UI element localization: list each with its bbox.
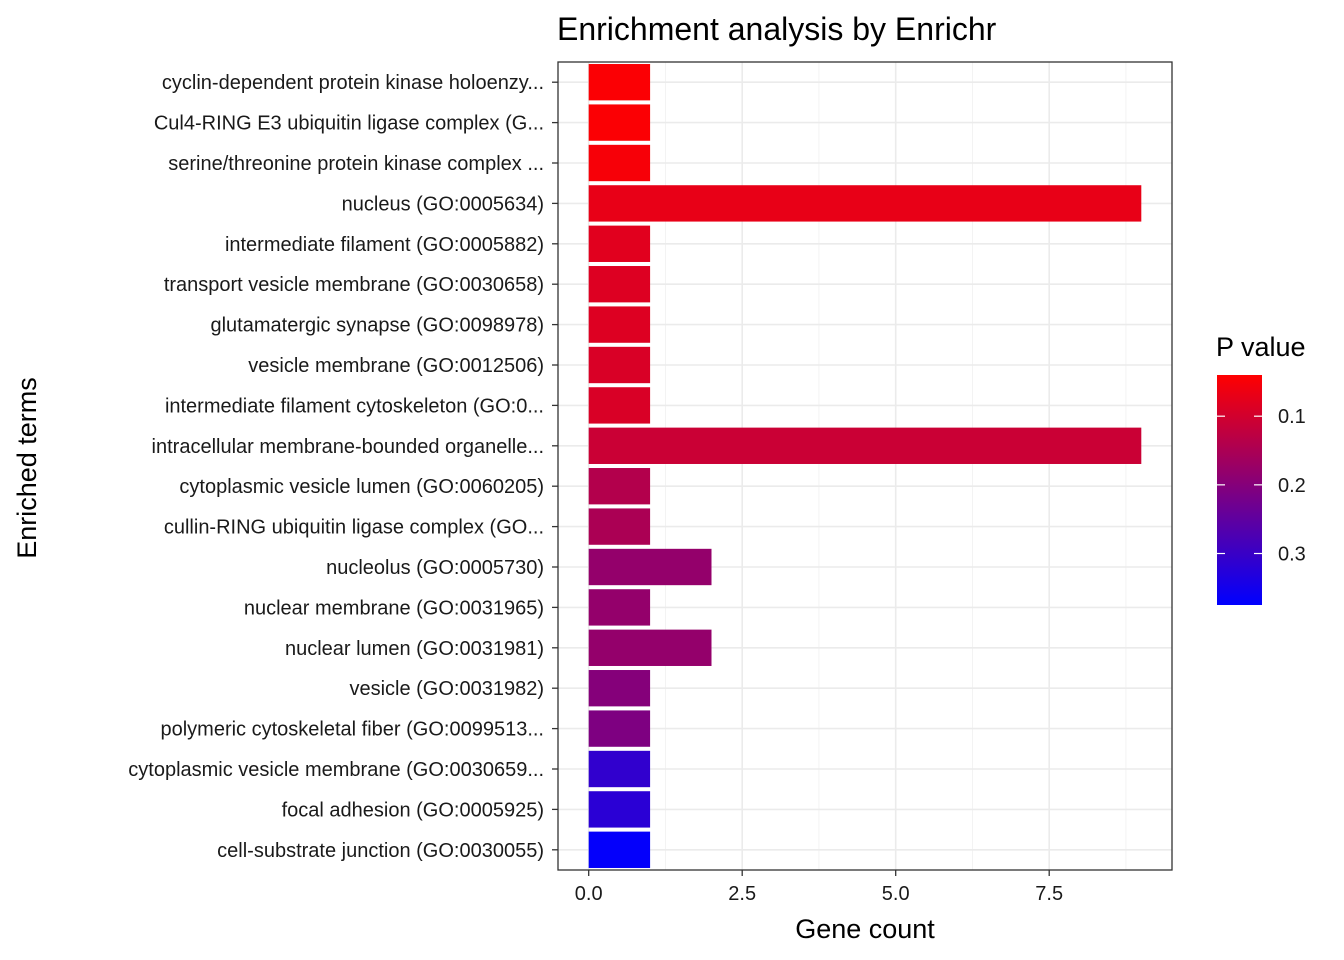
legend-colorbar — [1217, 375, 1262, 605]
bar — [588, 185, 1142, 222]
y-tick-label: intermediate filament cytoskeleton (GO:0… — [165, 395, 544, 417]
x-axis-title: Gene count — [795, 914, 935, 944]
x-tick-label: 0.0 — [575, 883, 603, 905]
bar — [588, 306, 651, 343]
y-tick-label: serine/threonine protein kinase complex … — [168, 153, 544, 175]
bar — [588, 346, 651, 384]
legend-tick-label: 0.1 — [1278, 406, 1306, 428]
bar — [588, 831, 651, 868]
legend-ticks: 0.1 0.2 0.3 — [1217, 406, 1306, 566]
y-tick-label: cyclin-dependent protein kinase holoenzy… — [162, 72, 544, 94]
y-tick-label: intermediate filament (GO:0005882) — [225, 234, 544, 256]
bar — [588, 629, 712, 666]
y-tick-label: nuclear lumen (GO:0031981) — [285, 638, 544, 660]
legend-tick-label: 0.3 — [1278, 544, 1306, 566]
bar — [588, 508, 651, 545]
bar — [588, 548, 712, 586]
bar — [588, 104, 651, 141]
bar — [588, 144, 651, 182]
y-tick-label: cullin-RING ubiquitin ligase complex (GO… — [164, 517, 544, 539]
bar — [588, 791, 651, 828]
y-tick-label: transport vesicle membrane (GO:0030658) — [164, 274, 544, 296]
y-tick-label: focal adhesion (GO:0005925) — [282, 799, 544, 821]
x-tick-label: 7.5 — [1035, 883, 1063, 905]
bar — [588, 427, 1142, 464]
y-axis: cyclin-dependent protein kinase holoenzy… — [128, 72, 558, 862]
y-tick-label: cytoplasmic vesicle lumen (GO:0060205) — [179, 476, 544, 498]
y-tick-label: glutamatergic synapse (GO:0098978) — [210, 315, 544, 337]
bar — [588, 670, 651, 707]
y-tick-label: nucleus (GO:0005634) — [342, 193, 544, 215]
bars-group — [588, 64, 1142, 868]
x-axis: 0.0 2.5 5.0 7.5 — [575, 870, 1063, 905]
legend-tick-label: 0.2 — [1278, 475, 1306, 497]
y-tick-label: vesicle membrane (GO:0012506) — [248, 355, 544, 377]
y-tick-label: intracellular membrane-bounded organelle… — [152, 436, 544, 458]
y-tick-label: polymeric cytoskeletal fiber (GO:0099513… — [160, 719, 544, 741]
chart-title: Enrichment analysis by Enrichr — [557, 11, 997, 47]
y-axis-title: Enriched terms — [12, 377, 42, 559]
legend-title: P value — [1216, 332, 1306, 362]
bar — [588, 225, 651, 262]
x-tick-label: 2.5 — [728, 883, 756, 905]
x-tick-label: 5.0 — [882, 883, 910, 905]
bar — [588, 64, 651, 101]
y-tick-label: cytoplasmic vesicle membrane (GO:0030659… — [128, 759, 544, 781]
plot-border — [557, 61, 1173, 871]
bar — [588, 468, 651, 505]
y-tick-label: vesicle (GO:0031982) — [349, 678, 544, 700]
y-tick-label: nucleolus (GO:0005730) — [326, 557, 544, 579]
bar — [588, 266, 651, 303]
y-tick-label: cell-substrate junction (GO:0030055) — [217, 840, 544, 862]
y-tick-label: Cul4-RING E3 ubiquitin ligase complex (G… — [154, 113, 544, 135]
bar — [588, 589, 651, 626]
legend: P value 0.1 0.2 0.3 — [1216, 332, 1306, 605]
bar — [588, 387, 651, 424]
bar — [588, 750, 651, 788]
y-tick-label: nuclear membrane (GO:0031965) — [244, 597, 544, 619]
bar — [588, 710, 651, 747]
plot-background — [558, 62, 1172, 870]
